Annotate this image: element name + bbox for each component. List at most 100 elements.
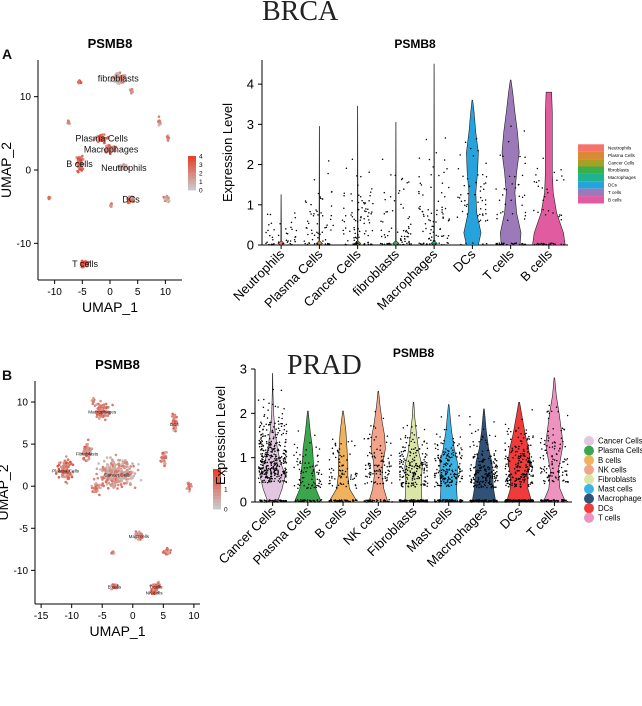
brca_violin-dot	[265, 231, 267, 234]
prad_violin-legend-label: Fibroblasts	[598, 475, 636, 484]
brca_umap-point	[114, 145, 118, 149]
prad_violin-dot	[511, 447, 514, 450]
prad_violin-dot	[384, 499, 386, 502]
prad_umap-point	[94, 482, 98, 485]
prad_violin-dot	[446, 471, 449, 473]
prad_violin-dot	[477, 479, 480, 481]
prad_violin-dot	[520, 440, 523, 442]
prad_umap-point	[117, 472, 120, 476]
prad_violin-dot	[488, 467, 491, 469]
brca_violin-dot	[380, 229, 383, 232]
prad_violin-dot	[259, 467, 261, 469]
prad_violin-dot	[341, 473, 343, 476]
brca_violin-dot	[504, 203, 507, 206]
prad_violin-dot	[434, 459, 437, 462]
prad_umap-point	[62, 461, 66, 465]
brca_violin-dot	[432, 220, 435, 223]
prad_violin-dot	[275, 458, 278, 460]
prad_violin-dot	[293, 454, 295, 456]
prad_violin-dot	[528, 457, 530, 459]
brca_violin-violin	[532, 91, 566, 246]
prad_violin-dot	[406, 478, 409, 480]
brca_violin-dot	[386, 211, 389, 213]
brca_violin-dot	[474, 193, 476, 196]
brca_violin-dot	[430, 236, 433, 238]
prad_violin-dot	[528, 453, 531, 455]
brca_umap-x-tick-label: 10	[160, 287, 172, 298]
brca_umap-cluster-label: T cells	[72, 259, 98, 269]
prad_violin-dot	[375, 436, 377, 438]
prad_violin-dot	[481, 435, 484, 437]
brca_violin-dot	[560, 243, 562, 245]
prad_umap-point	[120, 470, 123, 474]
brca_violin-dot	[475, 181, 477, 184]
brca_violin-dot	[306, 243, 309, 246]
prad_violin-dot	[369, 473, 371, 476]
prad_umap-point	[98, 493, 101, 497]
brca_umap-point	[108, 149, 112, 153]
prad_violin-dot	[282, 479, 284, 482]
brca_umap-colorbar-step	[188, 187, 196, 191]
brca_violin-legend-label: B cells	[608, 197, 622, 202]
brca_violin-dot	[307, 233, 309, 236]
brca_violin-dot	[540, 242, 543, 245]
prad_violin-dot	[491, 475, 494, 478]
brca_violin-dot	[429, 219, 431, 222]
prad_violin-dot	[300, 481, 302, 484]
prad_violin-dot	[443, 453, 446, 455]
prad_violin-dot	[314, 434, 316, 436]
prad_violin-dot	[474, 430, 477, 433]
brca_violin-dot	[438, 242, 440, 244]
brca_violin-dot	[363, 210, 366, 212]
prad_violin-dot	[276, 464, 279, 466]
prad_violin-dot	[442, 442, 444, 445]
brca_violin-dot	[464, 141, 467, 143]
brca_violin-dot	[379, 242, 382, 245]
prad_umap-point	[95, 467, 99, 471]
prad_violin-dot	[265, 466, 267, 468]
brca_violin-dot	[419, 205, 421, 208]
prad_violin-dot	[267, 467, 270, 470]
prad_violin-dot	[411, 426, 413, 428]
prad_violin-dot	[331, 475, 333, 478]
brca_umap-colorbar-label: 4	[199, 154, 203, 161]
brca_violin-dot	[367, 234, 369, 237]
prad_violin-dot	[562, 461, 564, 463]
brca_umap-cluster-label: fibroblasts	[98, 73, 140, 83]
prad_umap-point	[107, 487, 110, 490]
brca_violin-dot	[523, 218, 526, 220]
prad_umap-point	[116, 487, 119, 490]
prad_violin-dot	[484, 473, 486, 475]
brca_violin-dot	[388, 242, 390, 245]
prad_violin-dot	[413, 478, 416, 480]
prad_violin-legend-label: Macrophages	[598, 494, 642, 503]
prad_violin-dot	[386, 476, 388, 479]
prad_violin-legend-swatch	[584, 436, 594, 446]
prad_violin-dot	[529, 463, 531, 465]
prad_umap-point	[61, 471, 65, 474]
prad_violin-dot	[366, 476, 368, 478]
prad_umap-x-tick-label: 10	[188, 611, 200, 622]
prad_violin-dot	[305, 470, 307, 473]
prad_violin-dot	[412, 452, 415, 455]
prad_umap-point	[118, 459, 122, 462]
brca_violin-dot	[409, 233, 412, 235]
brca_violin-dot	[381, 243, 384, 245]
prad_violin-dot	[263, 499, 266, 501]
brca_violin-violin-dots	[265, 212, 298, 246]
prad_umap-point	[124, 458, 127, 462]
prad_violin-dot	[382, 417, 385, 420]
brca_violin-dot	[357, 209, 360, 211]
prad_violin-dot	[270, 470, 272, 473]
prad_umap-point	[103, 468, 107, 471]
prad_violin-dot	[353, 477, 356, 480]
prad_violin-dot	[274, 405, 277, 408]
prad_violin-dot	[411, 432, 413, 434]
prad_violin-dot	[513, 499, 516, 502]
prad_violin-dot	[517, 462, 519, 465]
prad_violin-dot	[543, 501, 546, 503]
prad_umap-point	[149, 584, 152, 587]
prad_violin-dot	[488, 468, 490, 471]
prad_violin-dot	[474, 499, 477, 502]
prad_violin-dot	[444, 463, 447, 466]
